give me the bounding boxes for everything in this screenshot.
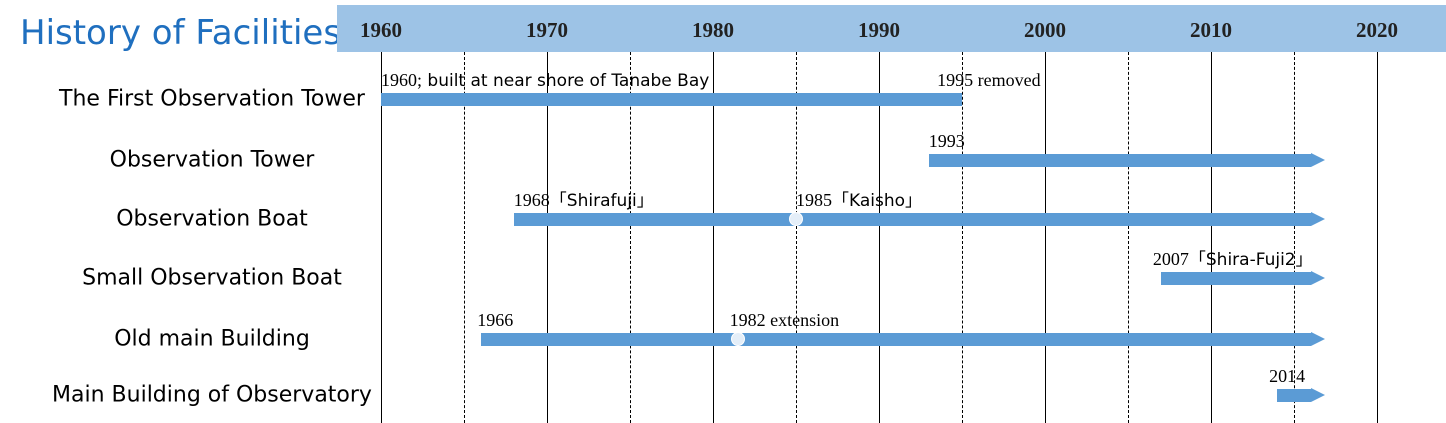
- year-label-2020: 2020: [1356, 18, 1398, 42]
- arrow-head: [1310, 153, 1325, 167]
- year-label-1960: 1960: [360, 18, 402, 42]
- annotation-label: 1985「Kaisho」: [796, 191, 922, 210]
- year-axis-band: [337, 5, 1446, 52]
- annotation-year: 1985: [796, 190, 832, 210]
- row-label: Old main Building: [114, 326, 310, 352]
- year-label-2010: 2010: [1190, 18, 1232, 42]
- annotation-text: 「Kaisho」: [832, 191, 923, 211]
- row-label: The First Observation Tower: [59, 86, 365, 112]
- event-marker: [730, 332, 745, 346]
- gridline-1960: [381, 52, 382, 423]
- gridline-mid-1965: [464, 52, 465, 423]
- annotation-label: 2014: [1269, 367, 1305, 385]
- annotation-label: 1993: [929, 132, 965, 150]
- timeline-bar: [1161, 272, 1311, 285]
- timeline-bar: [1277, 389, 1311, 402]
- page-title: History of Facilities: [20, 13, 342, 53]
- annotation-text: built at near shore of Tanabe Bay: [422, 71, 710, 91]
- annotation-year: 1993: [928, 131, 965, 151]
- annotation-label: 2007「Shira-Fuji2」: [1153, 250, 1313, 269]
- gridline-2010: [1211, 52, 1212, 423]
- annotation-year: 1982: [729, 310, 766, 330]
- annotation-text: removed: [973, 70, 1041, 90]
- row-label: Small Observation Boat: [82, 265, 342, 291]
- gridline-2020: [1377, 52, 1378, 423]
- annotation-year: 1960;: [381, 70, 423, 90]
- gridline-mid-1975: [630, 52, 631, 423]
- gridline-mid-2015: [1294, 52, 1295, 423]
- arrow-head: [1310, 271, 1325, 285]
- annotation-label: 1966: [477, 311, 513, 329]
- row-label: Main Building of Observatory: [52, 382, 372, 408]
- row-label: Observation Boat: [116, 206, 308, 232]
- annotation-year: 1995: [937, 70, 974, 90]
- arrow-head: [1310, 332, 1325, 346]
- row-label: Observation Tower: [109, 147, 315, 173]
- gridline-1990: [879, 52, 880, 423]
- annotation-year: 2007: [1152, 249, 1189, 269]
- gridline-1970: [547, 52, 548, 423]
- year-label-1980: 1980: [692, 18, 734, 42]
- timeline-bar: [928, 154, 1311, 167]
- timeline-bar: [480, 333, 1311, 346]
- year-label-2000: 2000: [1024, 18, 1066, 42]
- annotation-label: 1995 removed: [937, 71, 1040, 89]
- gridline-mid-1995: [962, 52, 963, 423]
- gridline-mid-2005: [1128, 52, 1129, 423]
- annotation-text: 「Shira-Fuji2」: [1188, 250, 1313, 270]
- timeline-bar: [513, 213, 1311, 226]
- annotation-label: 1960; built at near shore of Tanabe Bay: [381, 71, 709, 90]
- annotation-label: 1968「Shirafuji」: [514, 191, 654, 210]
- annotation-year: 1966: [477, 310, 514, 330]
- year-label-1990: 1990: [858, 18, 900, 42]
- gridline-2000: [1045, 52, 1046, 423]
- arrow-head: [1310, 388, 1325, 402]
- gridline-1980: [713, 52, 714, 423]
- annotation-year: 2014: [1269, 366, 1306, 386]
- event-marker: [789, 212, 803, 226]
- annotation-text: extension: [765, 310, 840, 330]
- annotation-text: 「Shirafuji」: [549, 191, 654, 211]
- gridline-mid-1985: [796, 52, 797, 423]
- timeline-bar: [381, 93, 962, 106]
- arrow-head: [1310, 212, 1325, 226]
- year-label-1970: 1970: [526, 18, 568, 42]
- annotation-label: 1982 extension: [730, 311, 840, 329]
- annotation-year: 1968: [513, 190, 550, 210]
